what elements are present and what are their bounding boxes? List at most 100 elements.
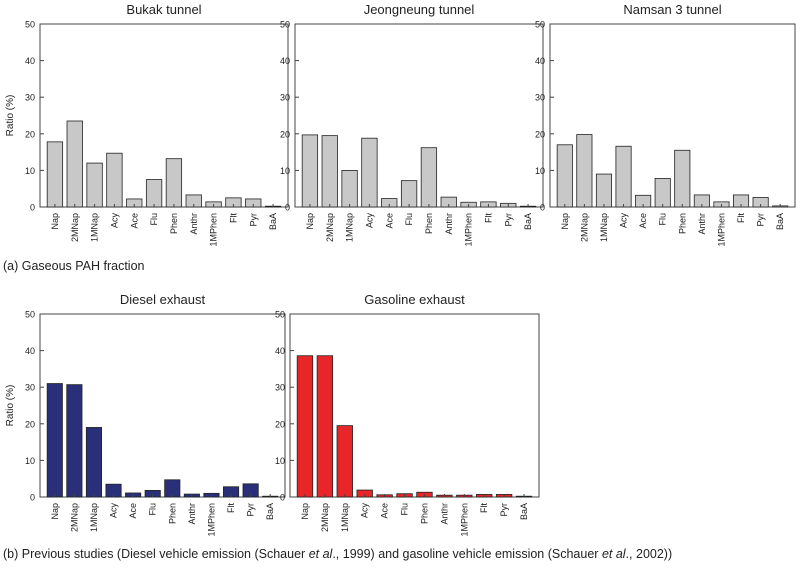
plot-frame (39, 313, 286, 498)
chart-title: Diesel exhaust (120, 292, 206, 307)
x-tick-label: Pyr (499, 503, 509, 517)
y-tick-label: 30 (535, 93, 545, 103)
y-tick-label: 10 (25, 166, 35, 176)
y-axis-label: Ratio (%) (5, 95, 16, 137)
x-tick-label: Acy (364, 213, 374, 229)
y-tick-label: 40 (275, 346, 285, 356)
chart-panel-5: Gasoline exhaust 0 10 20 30 40 50 Nap 2MNap 1MNap… (275, 292, 540, 537)
bar-1mnap (341, 169, 358, 208)
bar-nap (296, 355, 314, 498)
bar-2mnap (321, 135, 338, 208)
y-axis-label: Ratio (%) (5, 385, 16, 427)
chart-panels: Bukak tunnel 0 10 20 30 40 50 Ratio (%) Nap 2MNap… (5, 2, 796, 537)
x-tick-label: 1MNap (599, 213, 609, 242)
y-tick-label: 0 (30, 203, 35, 213)
x-tick-label: 2MNap (70, 213, 80, 242)
y-tick-label: 10 (275, 456, 285, 466)
y-tick-label: 40 (25, 56, 35, 66)
x-tick-label: 2MNap (320, 503, 330, 532)
bar-flu (400, 180, 418, 208)
bar-nap (301, 134, 319, 208)
y-tick-label: 40 (280, 56, 290, 66)
x-tick-label: BaA (265, 503, 275, 520)
bar-phen (165, 158, 183, 208)
bar-2mnap (66, 384, 83, 498)
chart-title: Gasoline exhaust (364, 292, 465, 307)
x-tick-label: Phen (167, 503, 177, 524)
x-tick-label: Nap (50, 213, 60, 230)
x-tick-label: Ace (129, 213, 139, 229)
caption-a: (a) Gaseous PAH fraction (3, 259, 145, 273)
x-tick-label: Pyr (248, 213, 258, 227)
x-tick-label: Flt (226, 503, 236, 513)
y-tick-label: 40 (535, 56, 545, 66)
x-tick-label: Flt (736, 213, 746, 223)
chart-title: Bukak tunnel (126, 2, 201, 17)
x-tick-label: BaA (519, 503, 529, 520)
x-tick-label: Acy (619, 213, 629, 229)
x-tick-label: Acy (360, 503, 370, 519)
bar-nap (46, 383, 63, 498)
y-tick-label: 50 (535, 20, 545, 30)
x-tick-label: Phen (169, 213, 179, 234)
y-tick-label: 0 (540, 203, 545, 213)
x-tick-label: Nap (50, 503, 60, 520)
x-tick-label: 1MPhen (209, 213, 219, 247)
x-tick-label: Ace (380, 503, 390, 519)
x-tick-label: Nap (300, 503, 310, 520)
y-tick-label: 20 (275, 419, 285, 429)
caption-b-etal-2: et al (602, 547, 627, 561)
y-tick-label: 20 (25, 129, 35, 139)
bar-nap (556, 144, 573, 208)
y-tick-label: 50 (25, 20, 35, 30)
bar-phen (420, 147, 438, 208)
bar-acy (361, 137, 378, 208)
bar-flu (145, 179, 163, 208)
y-tick-label: 30 (25, 383, 35, 393)
y-tick-label: 50 (275, 310, 285, 320)
x-tick-label: Flu (658, 213, 668, 226)
x-tick-label: 2MNap (579, 213, 589, 242)
bar-1mnap (86, 162, 103, 208)
y-tick-label: 30 (280, 93, 290, 103)
x-tick-label: Pyr (246, 503, 256, 517)
y-tick-label: 10 (280, 166, 290, 176)
caption-b-prefix: (b) Previous studies (Diesel vehicle emi… (3, 547, 309, 561)
bar-acy (615, 145, 632, 208)
bar-1mnap (336, 425, 353, 498)
x-tick-label: Pyr (756, 213, 766, 227)
x-tick-label: BaA (775, 213, 785, 230)
chart-panel-2: Jeongneung tunnel 0 10 20 30 40 50 Nap 2MNap 1MNa… (280, 2, 544, 247)
x-tick-label: Flt (228, 213, 238, 223)
x-tick-label: 1MNap (90, 213, 100, 242)
bar-nap (46, 141, 64, 208)
y-tick-label: 20 (535, 129, 545, 139)
caption-b-etal-1: et al (309, 547, 334, 561)
x-tick-label: 1MPhen (459, 503, 469, 537)
x-tick-label: Acy (109, 213, 119, 229)
plot-frame (39, 23, 289, 208)
x-tick-label: Flt (483, 213, 493, 223)
y-tick-label: 0 (285, 203, 290, 213)
x-tick-label: 2MNap (325, 213, 335, 242)
x-tick-label: Ace (128, 503, 138, 519)
x-tick-label: 2MNap (69, 503, 79, 532)
bar-acy (106, 152, 123, 208)
x-tick-label: Anthr (187, 503, 197, 525)
y-tick-label: 0 (30, 493, 35, 503)
caption-b-mid: ., 1999) and gasoline vehicle emission (… (332, 547, 602, 561)
bar-2mnap (576, 134, 593, 208)
x-tick-label: Flu (404, 213, 414, 226)
plot-frame (549, 23, 796, 208)
bar-2mnap (316, 355, 334, 498)
x-tick-label: Ace (638, 213, 648, 229)
x-tick-label: Phen (419, 503, 429, 524)
x-tick-label: BaA (523, 213, 533, 230)
x-tick-label: 1MNap (89, 503, 99, 532)
x-tick-label: 1MPhen (464, 213, 474, 247)
x-tick-label: Anthr (189, 213, 199, 235)
x-tick-label: BaA (268, 213, 278, 230)
x-tick-label: Anthr (697, 213, 707, 235)
x-tick-label: 1MNap (345, 213, 355, 242)
